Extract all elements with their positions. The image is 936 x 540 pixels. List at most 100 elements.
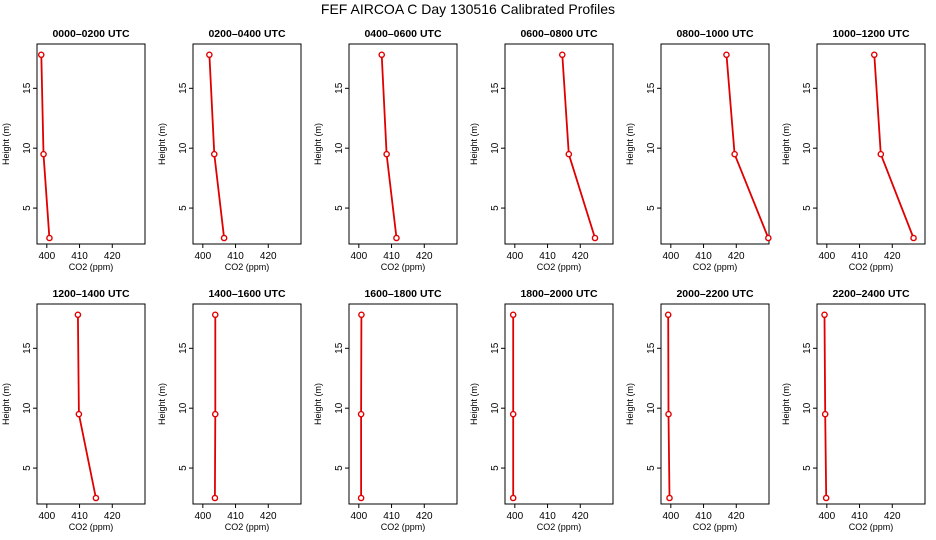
x-tick-label: 400 — [818, 251, 835, 262]
data-point — [92, 494, 100, 502]
y-tick-label: 10 — [178, 402, 189, 414]
y-tick-label: 10 — [646, 402, 657, 414]
panel: 1800–2000 UTC 400 410 420 5 10 15 CO2 (ppm) Heig… — [469, 288, 614, 532]
y-tick-label: 5 — [802, 205, 813, 211]
x-tick-label: 420 — [884, 511, 901, 522]
panel: 0600–0800 UTC 400 410 420 5 10 15 CO2 (ppm) Heig… — [469, 28, 614, 272]
plot-frame — [816, 43, 926, 245]
x-axis-label: CO2 (ppm) — [225, 262, 270, 272]
y-tick-label: 5 — [334, 205, 345, 211]
data-point — [821, 311, 828, 319]
plot-frame — [36, 43, 146, 245]
y-tick-label: 5 — [178, 465, 189, 471]
y-tick-label: 15 — [490, 82, 501, 94]
y-tick-label: 5 — [490, 205, 501, 211]
y-axis-label: Height (m) — [157, 383, 167, 425]
profile-line — [380, 54, 398, 239]
data-point — [509, 311, 517, 319]
panel-title: 2000–2200 UTC — [676, 288, 753, 300]
x-axis-label: CO2 (ppm) — [381, 522, 426, 532]
profile-line — [725, 54, 770, 239]
data-point — [765, 234, 772, 242]
y-tick-label: 15 — [178, 342, 189, 354]
data-point — [210, 150, 218, 158]
y-axis-label: Height (m) — [781, 383, 791, 425]
plot-frame — [348, 43, 458, 245]
y-tick-label: 10 — [22, 142, 33, 154]
x-tick-label: 420 — [260, 251, 277, 262]
y-tick-label: 10 — [802, 402, 813, 414]
profile-line — [77, 314, 97, 499]
x-axis-label: CO2 (ppm) — [225, 522, 270, 532]
data-point — [357, 410, 365, 418]
x-tick-label: 400 — [662, 251, 679, 262]
data-point — [565, 150, 573, 158]
x-tick-label: 410 — [227, 511, 244, 522]
y-axis-label: Height (m) — [1, 383, 11, 425]
x-axis-label: CO2 (ppm) — [693, 522, 738, 532]
x-axis-label: CO2 (ppm) — [69, 522, 114, 532]
x-tick-label: 410 — [383, 511, 400, 522]
data-point — [822, 494, 830, 502]
data-point — [46, 234, 53, 242]
x-tick-label: 420 — [572, 251, 589, 262]
data-point — [75, 410, 83, 418]
y-tick-label: 10 — [646, 142, 657, 154]
y-tick-label: 5 — [646, 465, 657, 471]
data-point — [731, 150, 738, 158]
profile-line — [823, 314, 828, 499]
y-tick-label: 5 — [22, 205, 33, 211]
data-point — [665, 410, 672, 418]
x-tick-label: 420 — [260, 511, 277, 522]
panel-title: 1800–2000 UTC — [520, 288, 597, 300]
y-tick-label: 5 — [802, 465, 813, 471]
y-tick-label: 15 — [22, 342, 33, 354]
data-point — [211, 311, 219, 319]
plot-frame — [816, 303, 926, 505]
x-axis-label: CO2 (ppm) — [381, 262, 426, 272]
y-tick-label: 10 — [22, 402, 33, 414]
data-point — [509, 494, 517, 502]
panel: 2000–2200 UTC 400 410 420 5 10 15 CO2 (ppm) Heig… — [625, 288, 770, 532]
panel: 0200–0400 UTC 400 410 420 5 10 15 CO2 (ppm) Heig… — [157, 28, 302, 272]
x-tick-label: 410 — [71, 511, 88, 522]
x-axis-label: CO2 (ppm) — [537, 522, 582, 532]
y-tick-label: 5 — [22, 465, 33, 471]
x-tick-label: 410 — [695, 511, 712, 522]
data-point — [509, 410, 517, 418]
panel-title: 0400–0600 UTC — [364, 28, 441, 40]
profile-line — [873, 54, 915, 239]
y-tick-label: 15 — [22, 82, 33, 94]
profile-line — [40, 54, 51, 239]
data-point — [378, 51, 386, 59]
data-point — [211, 494, 219, 502]
x-tick-label: 420 — [728, 251, 745, 262]
panel-title: 0600–0800 UTC — [520, 28, 597, 40]
x-tick-label: 420 — [728, 511, 745, 522]
data-point — [357, 494, 365, 502]
y-tick-label: 15 — [334, 82, 345, 94]
y-tick-label: 15 — [802, 342, 813, 354]
panel-title: 0000–0200 UTC — [52, 28, 129, 40]
data-point — [723, 51, 730, 59]
x-tick-label: 410 — [851, 251, 868, 262]
y-tick-label: 15 — [646, 82, 657, 94]
y-tick-label: 15 — [646, 342, 657, 354]
plot-frame — [504, 43, 614, 245]
data-point — [910, 234, 917, 242]
x-tick-label: 410 — [539, 251, 556, 262]
panel: 1000–1200 UTC 400 410 420 5 10 15 CO2 (ppm) Heig… — [781, 28, 926, 272]
x-tick-label: 420 — [884, 251, 901, 262]
y-axis-label: Height (m) — [157, 123, 167, 165]
y-tick-label: 10 — [802, 142, 813, 154]
data-point — [358, 311, 365, 319]
x-tick-label: 410 — [695, 251, 712, 262]
y-tick-label: 10 — [490, 142, 501, 154]
x-tick-label: 400 — [506, 251, 523, 262]
x-tick-label: 410 — [539, 511, 556, 522]
panel: 0400–0600 UTC 400 410 420 5 10 15 CO2 (ppm) Heig… — [313, 28, 458, 272]
panel: 0000–0200 UTC 400 410 420 5 10 15 CO2 (ppm) Heig… — [1, 28, 146, 272]
data-point — [870, 51, 878, 59]
data-point — [393, 234, 400, 242]
